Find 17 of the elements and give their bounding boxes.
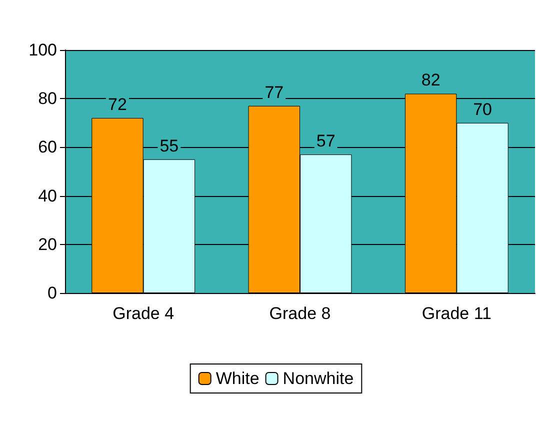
- y-tick-label: 0: [48, 284, 57, 302]
- y-tick-label: 20: [38, 234, 57, 254]
- data-label: 82: [421, 70, 440, 90]
- data-label: 70: [473, 100, 492, 119]
- x-tick-label: Grade 11: [422, 304, 492, 323]
- y-tick-label: 40: [38, 186, 57, 206]
- y-tick-label: 80: [38, 89, 57, 108]
- data-label: 55: [160, 136, 179, 156]
- x-tick-label: Grade 8: [269, 304, 331, 323]
- data-label: 72: [108, 95, 127, 114]
- x-tick-label: Grade 4: [112, 304, 174, 323]
- y-tick-label: 100: [28, 40, 57, 60]
- legend-label: White: [216, 369, 260, 388]
- data-label: 57: [316, 131, 336, 150]
- y-tick-label: 60: [38, 138, 57, 157]
- legend-label: Nonwhite: [282, 369, 354, 388]
- data-label: 77: [264, 82, 284, 102]
